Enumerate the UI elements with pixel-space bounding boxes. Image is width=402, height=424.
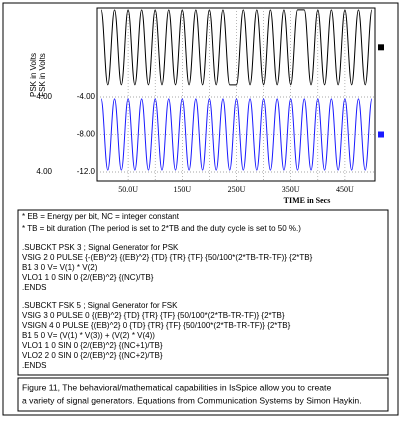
netlist-line: B1 5 0 V= (V(1) * V(3)) + (V(2) * V(4))	[22, 331, 155, 340]
netlist-line: .SUBCKT PSK 3 ; Signal Generator for PSK	[22, 243, 179, 252]
x-tick-label: 150U	[173, 185, 191, 194]
y-tick-label: 4.00	[36, 167, 52, 176]
x-axis-title: TIME in Secs	[284, 196, 331, 205]
x-tick-label: 350U	[282, 185, 300, 194]
series-marker	[378, 44, 384, 51]
netlist-line: B1 3 0 V= V(1) * V(2)	[22, 263, 98, 272]
plot-frame	[96, 7, 376, 182]
caption-box	[17, 377, 389, 412]
series-line	[100, 9, 373, 86]
y2-tick-label: -4.00	[77, 92, 96, 101]
y2-axis-title: FSK in Volts	[38, 53, 47, 97]
series-marker	[378, 131, 384, 138]
y2-tick-label: -12.0	[77, 167, 96, 176]
outer-border	[2, 2, 399, 416]
netlist-line: VLO1 1 0 SIN 0 {2/(EB)^2} {(NC)/TB}	[22, 273, 154, 282]
caption-line: a variety of signal generators. Equation…	[22, 395, 362, 405]
netlist-box	[17, 209, 389, 376]
x-tick-label: 50.0U	[118, 185, 138, 194]
netlist-line: VLO1 1 0 SIN 0 {2/(EB)^2} {(NC+1)/TB}	[22, 341, 163, 350]
y2-tick-label: -8.00	[77, 130, 96, 139]
note: * TB = bit duration (The period is set t…	[22, 224, 301, 233]
y-tick-label: 4.00	[36, 92, 52, 101]
y-axis-title: PSK in Volts	[29, 53, 38, 97]
series-line	[100, 98, 373, 171]
netlist-line: VSIGN 4 0 PULSE {(EB)^2} 0 {TD} {TR} {TF…	[22, 321, 291, 330]
netlist-line: VSIG 3 0 PULSE 0 {(EB)^2} {TD} {TR} {TF}…	[22, 311, 285, 320]
netlist-line: VLO2 2 0 SIN 0 {2/(EB)^2} {(NC+2)/TB}	[22, 351, 163, 360]
x-tick-label: 250U	[228, 185, 246, 194]
caption-line: Figure 11, The behavioral/mathematical c…	[22, 382, 331, 392]
netlist-line: VSIG 2 0 PULSE {-(EB)^2} {(EB)^2} {TD} {…	[22, 253, 313, 262]
note: * EB = Energy per bit, NC = integer cons…	[22, 212, 180, 221]
x-tick-label: 450U	[336, 185, 354, 194]
netlist-line: .ENDS	[22, 283, 46, 292]
netlist-line: .ENDS	[22, 361, 46, 370]
netlist-line: .SUBCKT FSK 5 ; Signal Generator for FSK	[22, 301, 178, 310]
